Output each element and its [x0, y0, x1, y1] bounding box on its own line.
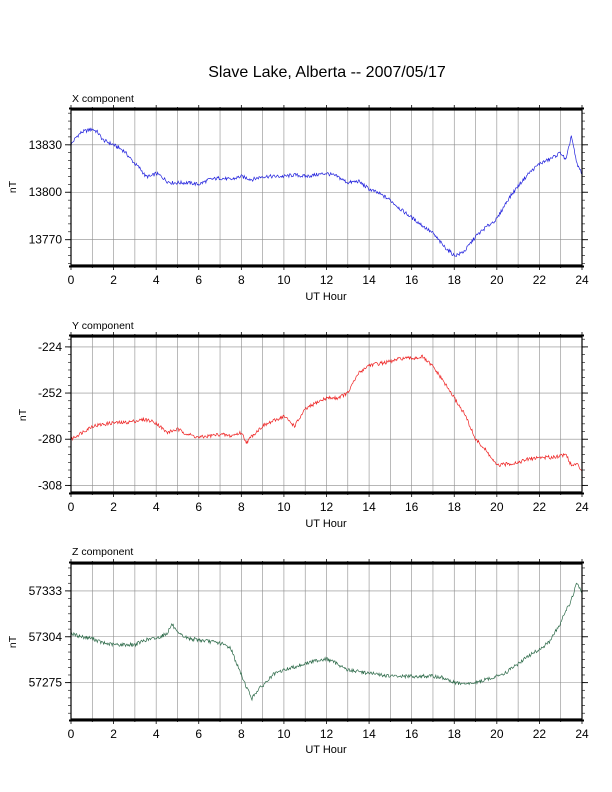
- panel-x: X component nT UT Hour 0 2 4 6 8 10 12 14 16 18 20…: [7, 93, 589, 303]
- figure-title: Slave Lake, Alberta -- 2007/05/17: [208, 64, 446, 81]
- x-tick-label: 4: [153, 727, 160, 741]
- x-tick-label: 18: [448, 727, 462, 741]
- y-tick-label: -224: [38, 340, 62, 354]
- x-tick-label: 8: [238, 273, 245, 287]
- y-tick-label: 57304: [29, 630, 63, 644]
- panel-title: Z component: [72, 546, 133, 558]
- x-tick-label: 20: [490, 727, 504, 741]
- x-tick-label: 0: [68, 727, 75, 741]
- y-axis-label: nT: [7, 180, 19, 193]
- y-tick-label: 57275: [29, 676, 63, 690]
- y-tick-label: 13830: [29, 138, 63, 152]
- plot-frame: [70, 109, 583, 266]
- x-tick-label: 22: [533, 727, 547, 741]
- panel-title: X component: [72, 93, 134, 105]
- y-axis-label: nT: [7, 635, 19, 648]
- series-line-x: [70, 127, 583, 258]
- x-tick-label: 18: [448, 273, 462, 287]
- x-tick-label: 16: [405, 273, 419, 287]
- y-axis-label: nT: [17, 408, 29, 421]
- x-tick-label: 24: [575, 500, 589, 514]
- x-tick-label: 10: [277, 727, 291, 741]
- x-tick-label: 22: [533, 273, 547, 287]
- x-tick-label: 10: [277, 273, 291, 287]
- x-tick-label: 2: [110, 500, 117, 514]
- x-tick-label: 12: [320, 727, 334, 741]
- y-tick-label: -252: [38, 386, 62, 400]
- x-tick-label: 0: [68, 500, 75, 514]
- x-tick-label: 14: [362, 500, 376, 514]
- x-tick-label: 20: [490, 273, 504, 287]
- x-tick-label: 20: [490, 500, 504, 514]
- y-tick-label: 13770: [29, 233, 63, 247]
- panel-title: Y component: [72, 320, 134, 332]
- y-tick-label: 13800: [29, 185, 63, 199]
- x-tick-label: 6: [195, 727, 202, 741]
- x-tick-label: 2: [110, 273, 117, 287]
- x-axis-label: UT Hour: [305, 744, 347, 756]
- x-tick-label: 16: [405, 727, 419, 741]
- x-tick-label: 18: [448, 500, 462, 514]
- x-tick-label: 24: [575, 273, 589, 287]
- panel-z: Z component nT UT Hour 0 2 4 6 8 10 12 14 16 18 20…: [7, 546, 589, 756]
- x-tick-label: 16: [405, 500, 419, 514]
- x-tick-label: 8: [238, 500, 245, 514]
- x-tick-label: 24: [575, 727, 589, 741]
- x-tick-label: 4: [153, 273, 160, 287]
- x-tick-label: 8: [238, 727, 245, 741]
- panel-y: Y component nT UT Hour 0 2 4 6 8 10 12 14 16 18 20…: [17, 320, 589, 530]
- x-tick-label: 22: [533, 500, 547, 514]
- plot-frame: [70, 336, 583, 493]
- x-tick-label: 12: [320, 500, 334, 514]
- x-tick-label: 14: [362, 273, 376, 287]
- y-tick-label: -308: [38, 478, 62, 492]
- y-tick-label: -280: [38, 432, 62, 446]
- x-axis-label: UT Hour: [305, 518, 347, 530]
- plot-frame: [70, 563, 583, 720]
- x-tick-label: 10: [277, 500, 291, 514]
- x-axis-label: UT Hour: [305, 291, 347, 303]
- x-tick-label: 2: [110, 727, 117, 741]
- y-tick-label: 57333: [29, 584, 63, 598]
- x-tick-label: 6: [195, 273, 202, 287]
- x-tick-label: 14: [362, 727, 376, 741]
- x-tick-label: 0: [68, 273, 75, 287]
- x-tick-label: 4: [153, 500, 160, 514]
- x-tick-label: 6: [195, 500, 202, 514]
- x-tick-label: 12: [320, 273, 334, 287]
- series-line-y: [70, 354, 583, 472]
- series-line-z: [70, 582, 583, 702]
